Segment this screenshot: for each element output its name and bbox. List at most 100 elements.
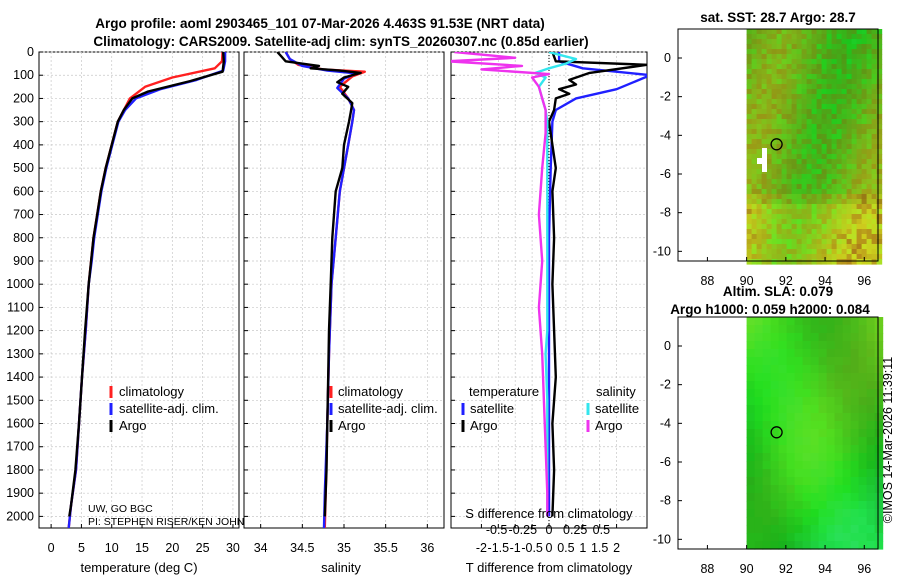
heatmap-cell (751, 194, 758, 200)
heatmap-cell (762, 365, 772, 374)
heatmap-cell (801, 89, 808, 95)
heatmap-cell (836, 54, 843, 60)
heatmap-cell (766, 119, 773, 125)
heatmap-cell (856, 144, 863, 150)
heatmap-cell (751, 204, 758, 210)
heatmap-cell (826, 209, 833, 215)
heatmap-cell (811, 44, 818, 50)
heatmap-cell (766, 99, 773, 105)
map-lat-tick-label: 0 (664, 339, 671, 353)
heatmap-cell (786, 224, 793, 230)
heatmap-cell (836, 204, 843, 210)
heatmap-cell (818, 317, 828, 326)
heatmap-cell (816, 214, 823, 220)
heatmap-cell (801, 249, 808, 255)
heatmap-cell (801, 259, 808, 265)
heatmap-cell (836, 219, 843, 225)
heatmap-cell (861, 64, 868, 70)
heatmap-cell (791, 179, 798, 185)
heatmap-cell (811, 244, 818, 250)
heatmap-cell (850, 389, 860, 398)
heatmap-cell (746, 129, 753, 135)
heatmap-cell (796, 59, 803, 65)
heatmap-cell (836, 224, 843, 230)
heatmap-cell (766, 234, 773, 240)
temperature-axes-frame (38, 51, 240, 529)
heatmap-cell (866, 119, 873, 125)
heatmap-cell (851, 104, 858, 110)
heatmap-cell (811, 104, 818, 110)
heatmap-cell (802, 453, 812, 462)
heatmap-cell (802, 405, 812, 414)
heatmap-cell (866, 69, 873, 75)
heatmap-cell (846, 79, 853, 85)
heatmap-cell (778, 333, 788, 342)
heatmap-cell (871, 74, 878, 80)
heatmap-cell (770, 325, 780, 334)
heatmap-cell (801, 154, 808, 160)
heatmap-cell (858, 477, 868, 486)
difference-panel: temperature salinity satellite Argo sate… (450, 51, 648, 575)
heatmap-cell (821, 79, 828, 85)
heatmap-cell (756, 249, 763, 255)
heatmap-cell (858, 445, 868, 454)
heatmap-cell (856, 109, 863, 115)
heatmap-cell (816, 89, 823, 95)
heatmap-cell (874, 357, 884, 366)
heatmap-cell (846, 184, 853, 190)
heatmap-cell (861, 69, 868, 75)
heatmap-cell (858, 509, 868, 518)
heatmap-cell (831, 119, 838, 125)
heatmap-cell (866, 477, 876, 486)
altimetry-map-panel: Altim. SLA: 0.079 Argo h1000: 0.059 h200… (653, 284, 884, 576)
heatmap-cell (771, 254, 778, 260)
heatmap-cell (866, 234, 873, 240)
heatmap-cell (851, 164, 858, 170)
heatmap-cell (856, 134, 863, 140)
heatmap-cell (786, 99, 793, 105)
heatmap-cell (874, 341, 884, 350)
heatmap-cell (771, 179, 778, 185)
heatmap-cell (802, 477, 812, 486)
heatmap-cell (781, 59, 788, 65)
heatmap-cell (756, 229, 763, 235)
heatmap-cell (778, 469, 788, 478)
heatmap-cell (856, 234, 863, 240)
heatmap-cell (811, 159, 818, 165)
heatmap-cell (821, 149, 828, 155)
heatmap-cell (851, 54, 858, 60)
heatmap-cell (831, 89, 838, 95)
heatmap-cell (810, 453, 820, 462)
heatmap-cell (778, 349, 788, 358)
heatmap-cell (851, 74, 858, 80)
heatmap-cell (851, 34, 858, 40)
heatmap-cell (816, 229, 823, 235)
heatmap-cell (842, 461, 852, 470)
heatmap-cell (746, 59, 753, 65)
heatmap-cell (746, 405, 756, 414)
heatmap-cell (801, 29, 808, 35)
heatmap-cell (751, 199, 758, 205)
heatmap-cell (856, 29, 863, 35)
heatmap-cell (781, 254, 788, 260)
heatmap-cell (786, 109, 793, 115)
heatmap-cell (871, 199, 878, 205)
heatmap-cell (866, 204, 873, 210)
heatmap-cell (826, 389, 836, 398)
heatmap-cell (751, 169, 758, 175)
heatmap-cell (754, 381, 764, 390)
heatmap-cell (781, 174, 788, 180)
heatmap-cell (861, 29, 868, 35)
heatmap-cell (746, 429, 756, 438)
heatmap-cell (776, 39, 783, 45)
heatmap-cell (834, 525, 844, 534)
heatmap-cell (876, 229, 883, 235)
heatmap-cell (781, 89, 788, 95)
heatmap-cell (791, 249, 798, 255)
heatmap-cell (796, 194, 803, 200)
heatmap-cell (766, 79, 773, 85)
temperature-panel: 0100200300400500600700800900100011001200… (6, 45, 244, 575)
heatmap-cell (831, 234, 838, 240)
heatmap-cell (796, 44, 803, 50)
heatmap-cell (776, 199, 783, 205)
